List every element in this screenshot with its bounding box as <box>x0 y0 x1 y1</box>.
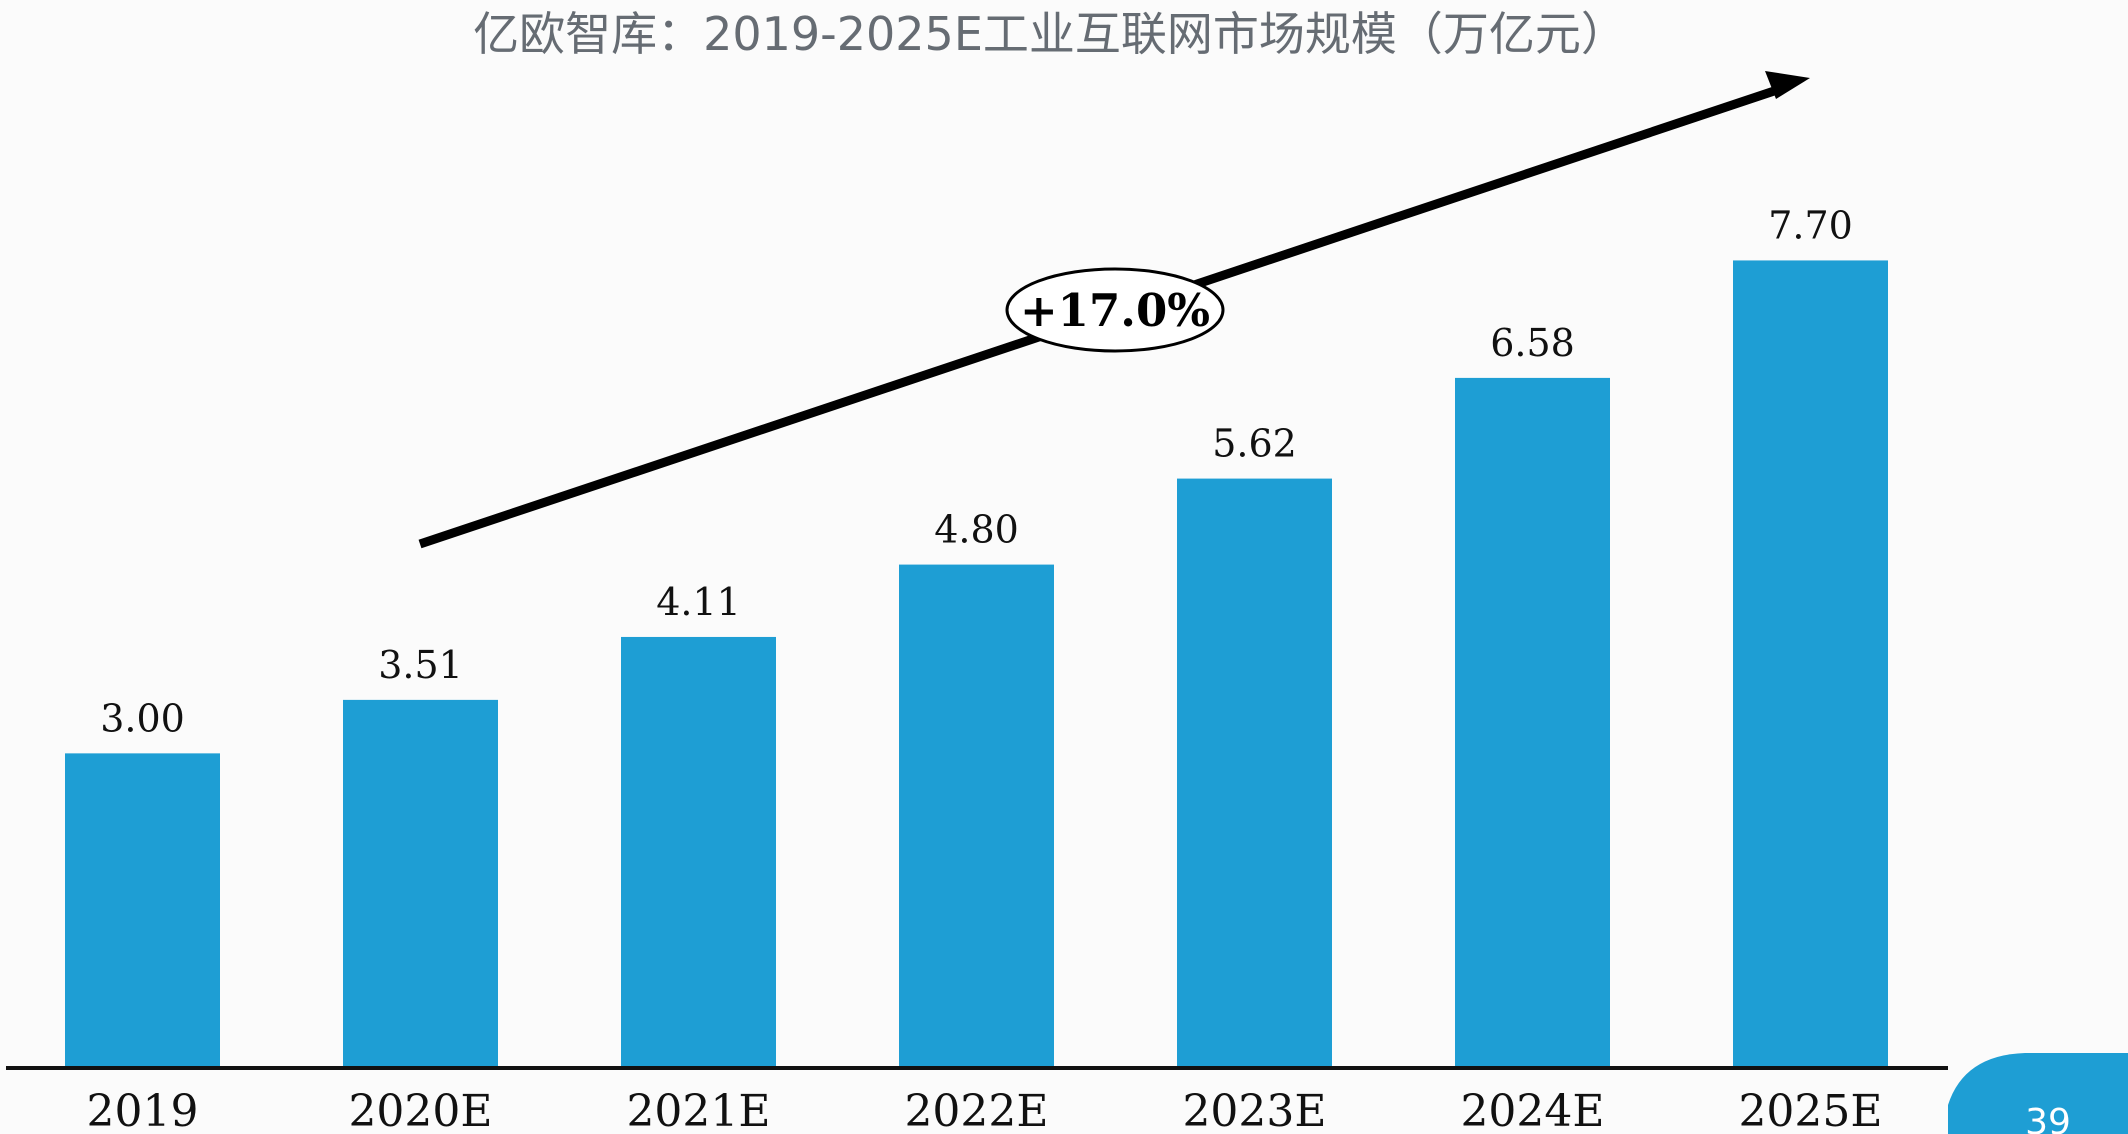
category-label-2023e: 2023E <box>1182 1086 1326 1134</box>
bar-2025e <box>1733 260 1888 1068</box>
growth-rate-label: +17.0% <box>1020 284 1210 337</box>
growth-arrow-head <box>1765 71 1810 99</box>
category-label-2021e: 2021E <box>626 1086 770 1134</box>
page-number: 39 <box>2025 1102 2071 1134</box>
bar-2022e <box>899 564 1054 1068</box>
category-label-2024e: 2024E <box>1460 1086 1604 1134</box>
page-number-background <box>1948 1053 2128 1134</box>
value-label-2019: 3.00 <box>100 696 185 740</box>
value-label-2020e: 3.51 <box>378 643 463 687</box>
growth-trend-annotation: +17.0% <box>418 71 1810 549</box>
value-labels-layer: 3.00 3.51 4.11 4.80 5.62 6.58 7.70 <box>100 203 1853 740</box>
value-label-2023e: 5.62 <box>1212 422 1297 466</box>
bar-2020e <box>343 699 498 1068</box>
category-labels-layer: 2019 2020E 2021E 2022E 2023E 2024E 2025E <box>87 1086 1883 1134</box>
page-number-badge: 39 <box>1948 1053 2128 1134</box>
value-label-2025e: 7.70 <box>1768 203 1853 247</box>
bar-2023e <box>1177 478 1332 1069</box>
category-label-2019: 2019 <box>87 1086 199 1134</box>
growth-rate-bubble <box>1005 267 1225 353</box>
bars-layer <box>65 260 1888 1069</box>
category-label-2025e: 2025E <box>1738 1086 1882 1134</box>
bar-2024e <box>1455 377 1610 1068</box>
bar-2019 <box>65 753 220 1068</box>
value-label-2024e: 6.58 <box>1490 321 1575 365</box>
chart-title: 亿欧智库：2019-2025E工业互联网市场规模（万亿元） <box>473 7 1627 61</box>
bar-2021e <box>621 636 776 1068</box>
category-label-2020e: 2020E <box>348 1086 492 1134</box>
value-label-2022e: 4.80 <box>934 508 1019 552</box>
category-label-2022e: 2022E <box>904 1086 1048 1134</box>
value-label-2021e: 4.11 <box>656 580 741 624</box>
